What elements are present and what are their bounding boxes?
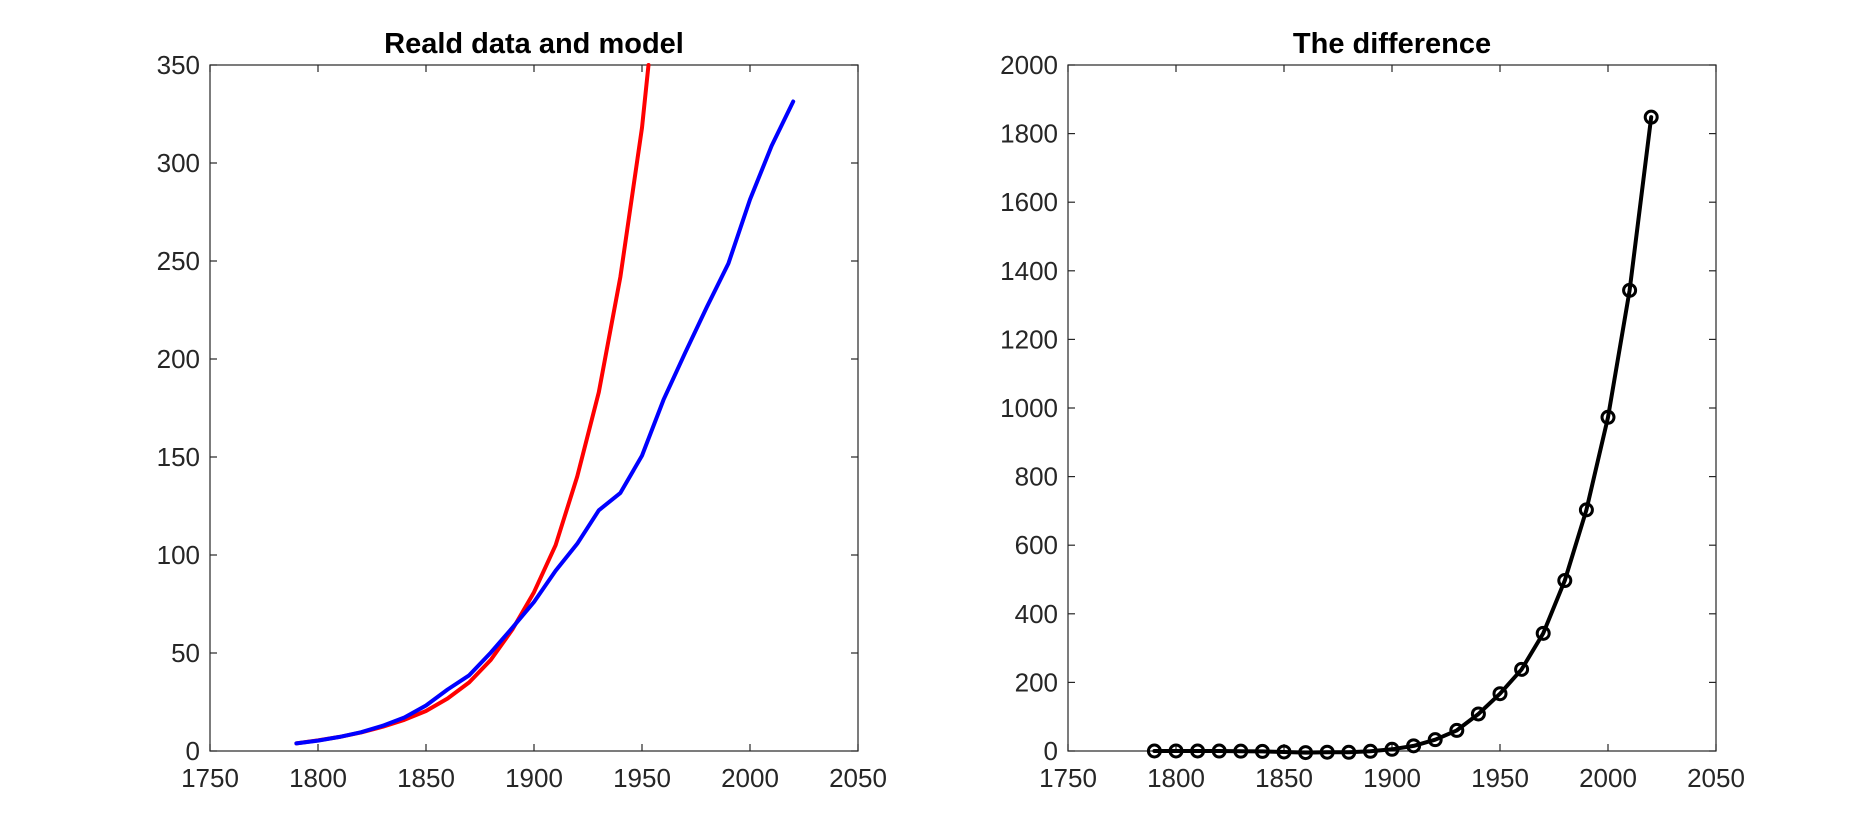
left-chart: Reald data and model 1750 1800 1850 1900 1950… bbox=[157, 28, 887, 793]
y-tick-label: 1200 bbox=[1000, 324, 1058, 354]
data-point-marker bbox=[1557, 573, 1573, 589]
y-tick-label: 600 bbox=[1015, 530, 1058, 560]
chart-title: The difference bbox=[1293, 28, 1491, 60]
x-tick-label: 1850 bbox=[1255, 763, 1313, 793]
data-point-marker bbox=[1319, 744, 1335, 760]
series-line-1 bbox=[294, 99, 796, 746]
y-tick-label: 200 bbox=[157, 344, 200, 374]
data-point-marker bbox=[1622, 282, 1638, 298]
y-tick-label: 1800 bbox=[1000, 119, 1058, 149]
y-tick-label: 150 bbox=[157, 442, 200, 472]
data-point-marker bbox=[1190, 743, 1206, 759]
data-point-marker bbox=[1470, 706, 1486, 722]
y-tick-label: 2000 bbox=[1000, 50, 1058, 80]
chart-title: Reald data and model bbox=[384, 28, 684, 60]
x-tick-label: 2000 bbox=[721, 763, 779, 793]
x-tick-label: 1850 bbox=[397, 763, 455, 793]
data-point-marker bbox=[1341, 744, 1357, 760]
y-tick-label: 200 bbox=[1015, 667, 1058, 697]
y-tick-label: 0 bbox=[1044, 736, 1058, 766]
x-tick-label: 1750 bbox=[181, 763, 239, 793]
y-tick-label: 350 bbox=[157, 50, 200, 80]
data-point-marker bbox=[1211, 743, 1227, 759]
y-tick-label: 1000 bbox=[1000, 393, 1058, 423]
y-tick-label: 300 bbox=[157, 148, 200, 178]
data-point-marker bbox=[1406, 738, 1422, 754]
data-point-marker bbox=[1146, 743, 1162, 759]
x-tick-label: 1950 bbox=[1471, 763, 1529, 793]
data-point-marker bbox=[1384, 741, 1400, 757]
data-point-marker bbox=[1492, 686, 1508, 702]
axes-box bbox=[1067, 64, 1717, 752]
data-point-marker bbox=[1427, 732, 1443, 748]
data-point-marker bbox=[1362, 743, 1378, 759]
y-tick-label: 0 bbox=[186, 736, 200, 766]
x-tick-label: 1950 bbox=[613, 763, 671, 793]
y-tick-label: 100 bbox=[157, 540, 200, 570]
x-tick-label: 2050 bbox=[829, 763, 887, 793]
x-tick-label: 2000 bbox=[1579, 763, 1637, 793]
data-point-marker bbox=[1254, 743, 1270, 759]
data-point-marker bbox=[1298, 745, 1314, 761]
axes-box bbox=[209, 64, 859, 752]
y-tick-label: 1400 bbox=[1000, 256, 1058, 286]
y-tick-label: 250 bbox=[157, 246, 200, 276]
x-tick-label: 1800 bbox=[289, 763, 347, 793]
data-point-marker bbox=[1643, 109, 1659, 125]
data-point-marker bbox=[1600, 409, 1616, 425]
data-point-marker bbox=[1276, 744, 1292, 760]
data-point-marker bbox=[1535, 625, 1551, 641]
y-tick-label: 50 bbox=[171, 638, 200, 668]
data-point-marker bbox=[1233, 743, 1249, 759]
x-tick-label: 2050 bbox=[1687, 763, 1745, 793]
x-tick-label: 1900 bbox=[1363, 763, 1421, 793]
data-point-marker bbox=[1449, 722, 1465, 738]
data-point-marker bbox=[1514, 661, 1530, 677]
data-point-marker bbox=[1578, 502, 1594, 518]
x-tick-label: 1800 bbox=[1147, 763, 1205, 793]
data-point-marker bbox=[1168, 743, 1184, 759]
y-tick-label: 400 bbox=[1015, 599, 1058, 629]
y-tick-label: 1600 bbox=[1000, 187, 1058, 217]
x-tick-label: 1900 bbox=[505, 763, 563, 793]
series-line-0 bbox=[1152, 115, 1654, 755]
y-tick-label: 800 bbox=[1015, 462, 1058, 492]
x-tick-label: 1750 bbox=[1039, 763, 1097, 793]
